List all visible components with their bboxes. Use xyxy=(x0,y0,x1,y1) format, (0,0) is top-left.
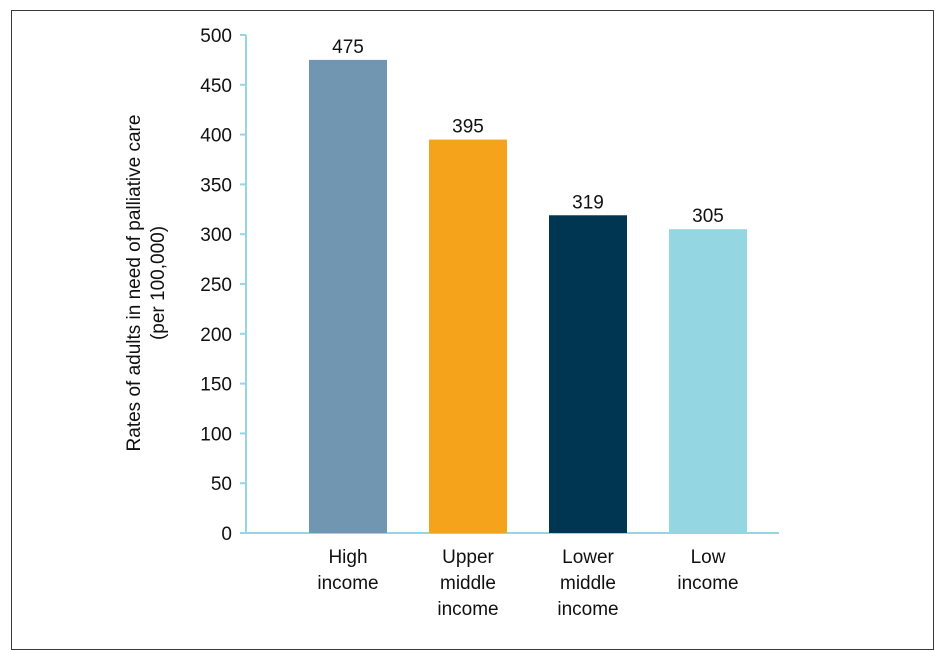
x-category-label: middle xyxy=(440,573,496,594)
y-axis-label: Rates of adults in need of palliative ca… xyxy=(124,115,169,452)
chart-labels: 475 High income 395 Upper middle income 319 Lowe… xyxy=(317,37,738,620)
y-tick-label: 0 xyxy=(221,524,232,545)
y-tick-label: 250 xyxy=(200,275,232,296)
x-category-label: income xyxy=(437,599,498,620)
y-tick-label: 50 xyxy=(211,474,232,495)
x-category-label: Low xyxy=(691,547,726,568)
y-tick-label: 200 xyxy=(200,325,232,346)
bar-value-label: 395 xyxy=(452,117,484,138)
bar xyxy=(309,59,387,534)
x-category-label: middle xyxy=(560,573,616,594)
bar xyxy=(669,229,747,533)
y-tick-label: 500 xyxy=(200,26,232,47)
x-category-label: income xyxy=(677,573,738,594)
y-tick-label: 300 xyxy=(200,225,232,246)
y-tick-label: 100 xyxy=(200,424,232,445)
y-tick-label: 450 xyxy=(200,76,232,97)
bar-chart: Rates of adults in need of palliative ca… xyxy=(124,26,779,620)
chart-bars xyxy=(309,59,747,534)
x-category-label: High xyxy=(328,547,367,568)
bar-value-label: 305 xyxy=(692,206,724,227)
y-axis-title-line: (per 100,000) xyxy=(148,226,169,340)
y-axis-title-line: Rates of adults in need of palliative ca… xyxy=(124,115,145,452)
bar xyxy=(429,139,507,533)
y-tick-label: 350 xyxy=(200,175,232,196)
x-category-label: Lower xyxy=(562,547,614,568)
y-tick-label: 400 xyxy=(200,126,232,147)
bar xyxy=(549,215,627,533)
chart-axes: 0 50 100 150 200 250 300 350 400 450 500 xyxy=(200,26,779,545)
y-tick-label: 150 xyxy=(200,375,232,396)
x-category-label: income xyxy=(557,599,618,620)
bar-value-label: 319 xyxy=(572,192,604,213)
x-category-label: income xyxy=(317,573,378,594)
x-category-label: Upper xyxy=(442,547,494,568)
bar-value-label: 475 xyxy=(332,37,364,58)
